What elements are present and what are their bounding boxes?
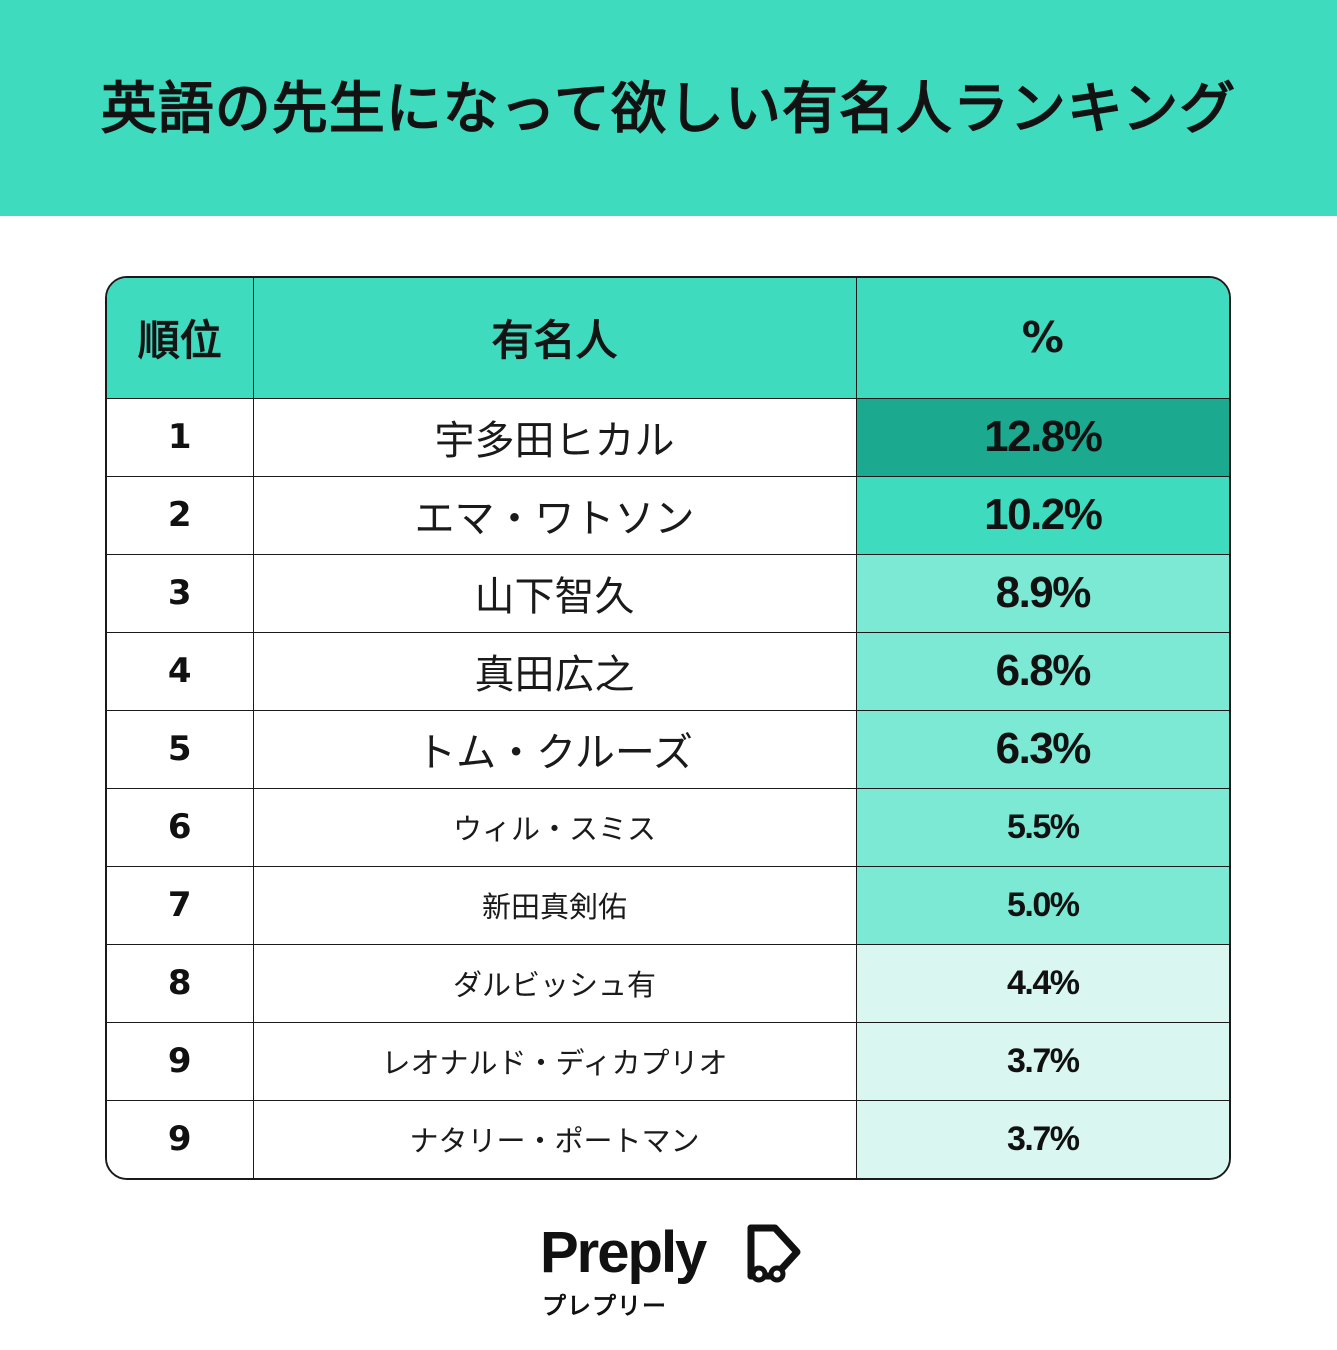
column-header-percent: % bbox=[855, 278, 1229, 399]
preply-icon bbox=[747, 1224, 801, 1283]
table-row: 5 トム・クルーズ 6.3% bbox=[107, 709, 1229, 789]
table-row: 6 ウィル・スミス 5.5% bbox=[107, 787, 1229, 867]
celebrity-name-cell: 真田広之 bbox=[252, 631, 857, 711]
rank-cell: 9 bbox=[107, 1099, 254, 1178]
table-row: 9 レオナルド・ディカプリオ 3.7% bbox=[107, 1021, 1229, 1101]
table-row: 1 宇多田ヒカル 12.8% bbox=[107, 397, 1229, 477]
ranking-table: 順位 有名人 % 1 宇多田ヒカル 12.8% 2 エマ・ワトソン 10.2% … bbox=[105, 276, 1231, 1180]
rank-cell: 8 bbox=[107, 943, 254, 1023]
header-banner: 英語の先生になって欲しい有名人ランキング bbox=[0, 0, 1337, 216]
percent-cell: 8.9% bbox=[855, 553, 1229, 633]
percent-cell: 4.4% bbox=[855, 943, 1229, 1023]
table-row: 4 真田広之 6.8% bbox=[107, 631, 1229, 711]
column-header-rank: 順位 bbox=[107, 278, 254, 399]
table-row: 7 新田真剣佑 5.0% bbox=[107, 865, 1229, 945]
percent-cell: 3.7% bbox=[855, 1021, 1229, 1101]
celebrity-name-cell: ナタリー・ポートマン bbox=[252, 1099, 857, 1178]
percent-cell: 10.2% bbox=[855, 475, 1229, 555]
percent-cell: 5.5% bbox=[855, 787, 1229, 867]
rank-cell: 9 bbox=[107, 1021, 254, 1101]
logo-wordmark: Preply bbox=[540, 1220, 707, 1285]
table-header-row: 順位 有名人 % bbox=[107, 278, 1229, 399]
page-title: 英語の先生になって欲しい有名人ランキング bbox=[100, 76, 1237, 142]
celebrity-name-cell: レオナルド・ディカプリオ bbox=[252, 1021, 857, 1101]
celebrity-name-cell: トム・クルーズ bbox=[252, 709, 857, 789]
rank-cell: 4 bbox=[107, 631, 254, 711]
column-header-celebrity: 有名人 bbox=[252, 278, 857, 399]
preply-logo: Preply プレプリー bbox=[540, 1222, 810, 1322]
percent-cell: 3.7% bbox=[855, 1099, 1229, 1178]
celebrity-name-cell: 宇多田ヒカル bbox=[252, 397, 857, 477]
logo-kana: プレプリー bbox=[542, 1292, 667, 1320]
table-row: 2 エマ・ワトソン 10.2% bbox=[107, 475, 1229, 555]
table-row: 3 山下智久 8.9% bbox=[107, 553, 1229, 633]
celebrity-name-cell: 新田真剣佑 bbox=[252, 865, 857, 945]
celebrity-name-cell: ウィル・スミス bbox=[252, 787, 857, 867]
rank-cell: 5 bbox=[107, 709, 254, 789]
celebrity-name-cell: ダルビッシュ有 bbox=[252, 943, 857, 1023]
percent-cell: 12.8% bbox=[855, 397, 1229, 477]
rank-cell: 7 bbox=[107, 865, 254, 945]
rank-cell: 1 bbox=[107, 397, 254, 477]
rank-cell: 6 bbox=[107, 787, 254, 867]
percent-cell: 6.3% bbox=[855, 709, 1229, 789]
percent-cell: 6.8% bbox=[855, 631, 1229, 711]
percent-cell: 5.0% bbox=[855, 865, 1229, 945]
table-row: 8 ダルビッシュ有 4.4% bbox=[107, 943, 1229, 1023]
celebrity-name-cell: エマ・ワトソン bbox=[252, 475, 857, 555]
celebrity-name-cell: 山下智久 bbox=[252, 553, 857, 633]
rank-cell: 2 bbox=[107, 475, 254, 555]
rank-cell: 3 bbox=[107, 553, 254, 633]
table-row: 9 ナタリー・ポートマン 3.7% bbox=[107, 1099, 1229, 1178]
